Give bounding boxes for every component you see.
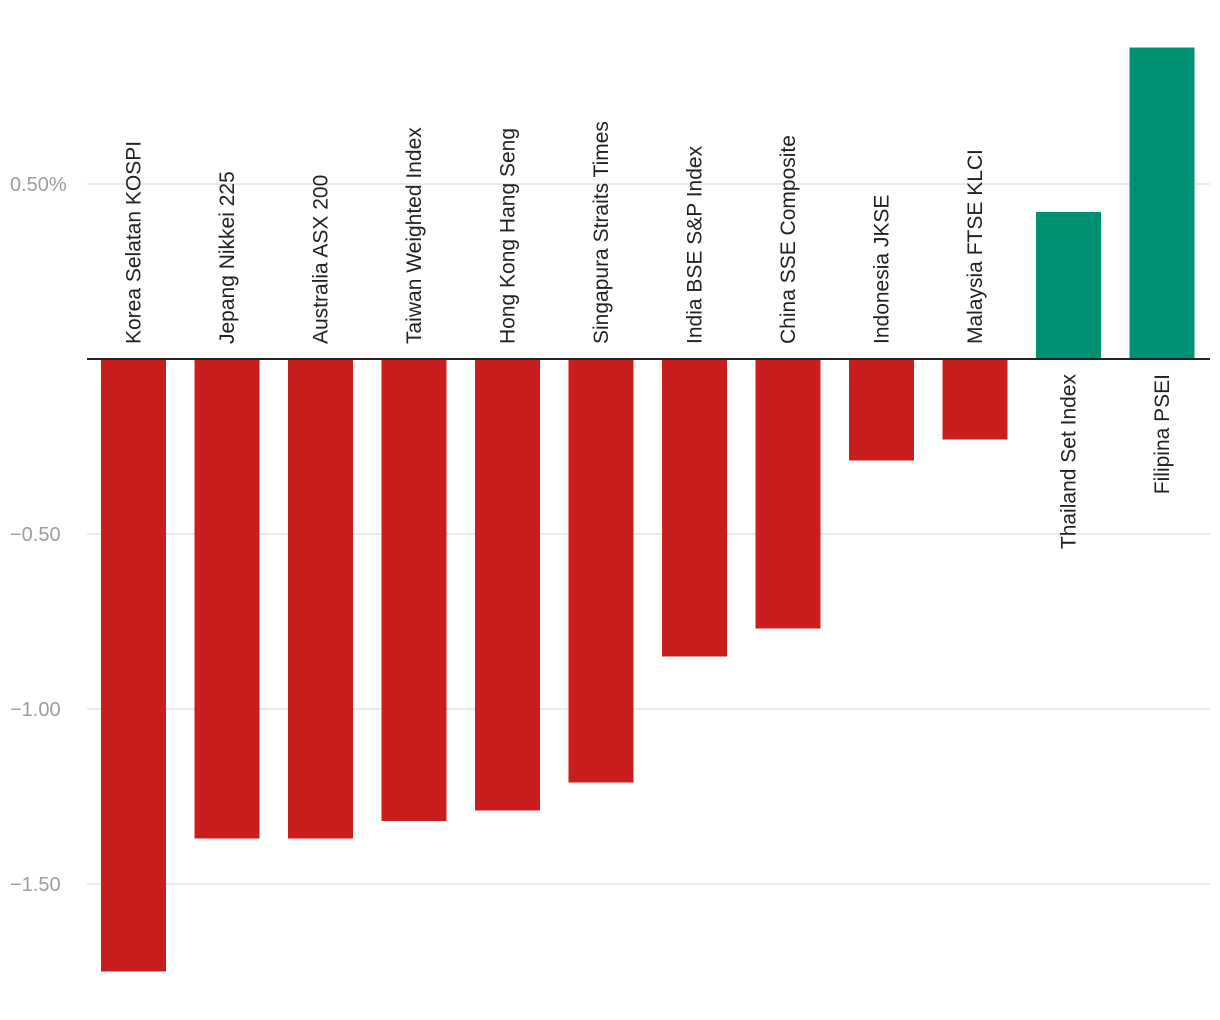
y-axis-tick-labels: 0.50% −0.50 −1.00 −1.50 (10, 174, 67, 896)
bar (568, 359, 634, 783)
y-tick-label: −0.50 (10, 524, 61, 546)
category-label: Hong Kong Hang Seng (497, 128, 520, 344)
y-tick-label: −1.00 (10, 699, 61, 721)
category-label: India BSE S&P Index (684, 145, 707, 344)
category-label: Malaysia FTSE KLCI (964, 149, 987, 344)
category-label: Australia ASX 200 (310, 175, 333, 344)
category-label: Thailand Set Index (1058, 374, 1081, 550)
category-label: Indonesia JKSE (871, 195, 894, 344)
bar (101, 359, 166, 972)
bar (849, 359, 914, 461)
bar (288, 359, 353, 839)
bar (475, 359, 540, 811)
bar (942, 359, 1008, 440)
gridlines (87, 183, 1210, 885)
category-labels: Korea Selatan KOSPI Jepang Nikkei 225 Aust… (123, 121, 1175, 549)
bar (381, 359, 447, 821)
y-tick-label: −1.50 (10, 874, 61, 896)
category-label: Filipina PSEI (1151, 374, 1174, 494)
bar (1129, 47, 1195, 359)
bar (1036, 212, 1101, 359)
y-tick-label: 0.50% (10, 174, 67, 196)
category-label: Singapura Straits Times (590, 121, 613, 344)
category-label: Korea Selatan KOSPI (123, 141, 146, 344)
bar (662, 359, 727, 657)
category-label: China SSE Composite (777, 135, 800, 344)
bars (101, 47, 1195, 972)
category-label: Jepang Nikkei 225 (216, 171, 239, 344)
bar (194, 359, 260, 839)
category-label: Taiwan Weighted Index (403, 127, 426, 344)
bar (755, 359, 821, 629)
